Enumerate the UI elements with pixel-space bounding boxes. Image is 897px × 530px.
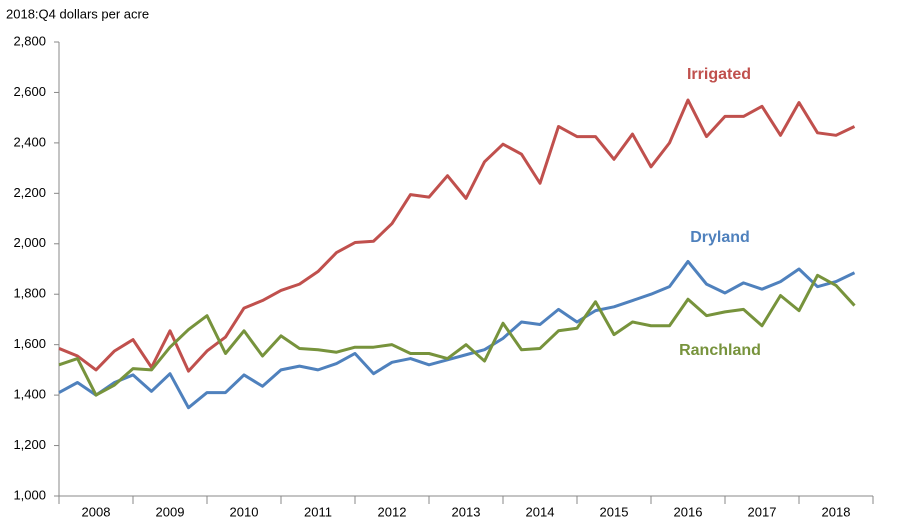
data-line: [58, 98, 856, 373]
x-tick-label: 2012: [378, 504, 407, 519]
y-tick-label: 2,200: [13, 185, 46, 200]
x-tick-label: 2013: [452, 504, 481, 519]
x-tick-label: 2016: [674, 504, 703, 519]
y-tick-label: 2,600: [13, 84, 46, 99]
y-tick-label: 2,800: [13, 33, 46, 48]
y-tick-label: 2,000: [13, 235, 46, 250]
chart-title: 2018:Q4 dollars per acre: [6, 6, 149, 21]
y-tick-label: 1,200: [13, 437, 46, 452]
series-label: Ranchland: [679, 342, 761, 359]
x-tick-label: 2010: [230, 504, 259, 519]
x-tick-label: 2015: [600, 504, 629, 519]
data-line: [58, 273, 856, 397]
series-label: Irrigated: [687, 66, 751, 83]
x-tick-label: 2018: [822, 504, 851, 519]
data-line: [58, 259, 856, 410]
x-tick-label: 2014: [526, 504, 555, 519]
y-tick-label: 2,400: [13, 134, 46, 149]
series-label: Dryland: [690, 229, 750, 246]
x-tick-label: 2011: [304, 504, 332, 519]
x-tick-label: 2017: [748, 504, 777, 519]
y-tick-label: 1,400: [13, 387, 46, 402]
x-tick-label: 2008: [82, 504, 111, 519]
x-tick-label: 2009: [156, 504, 185, 519]
y-tick-label: 1,600: [13, 336, 46, 351]
y-tick-label: 1,000: [13, 487, 46, 502]
y-tick-label: 1,800: [13, 286, 46, 301]
